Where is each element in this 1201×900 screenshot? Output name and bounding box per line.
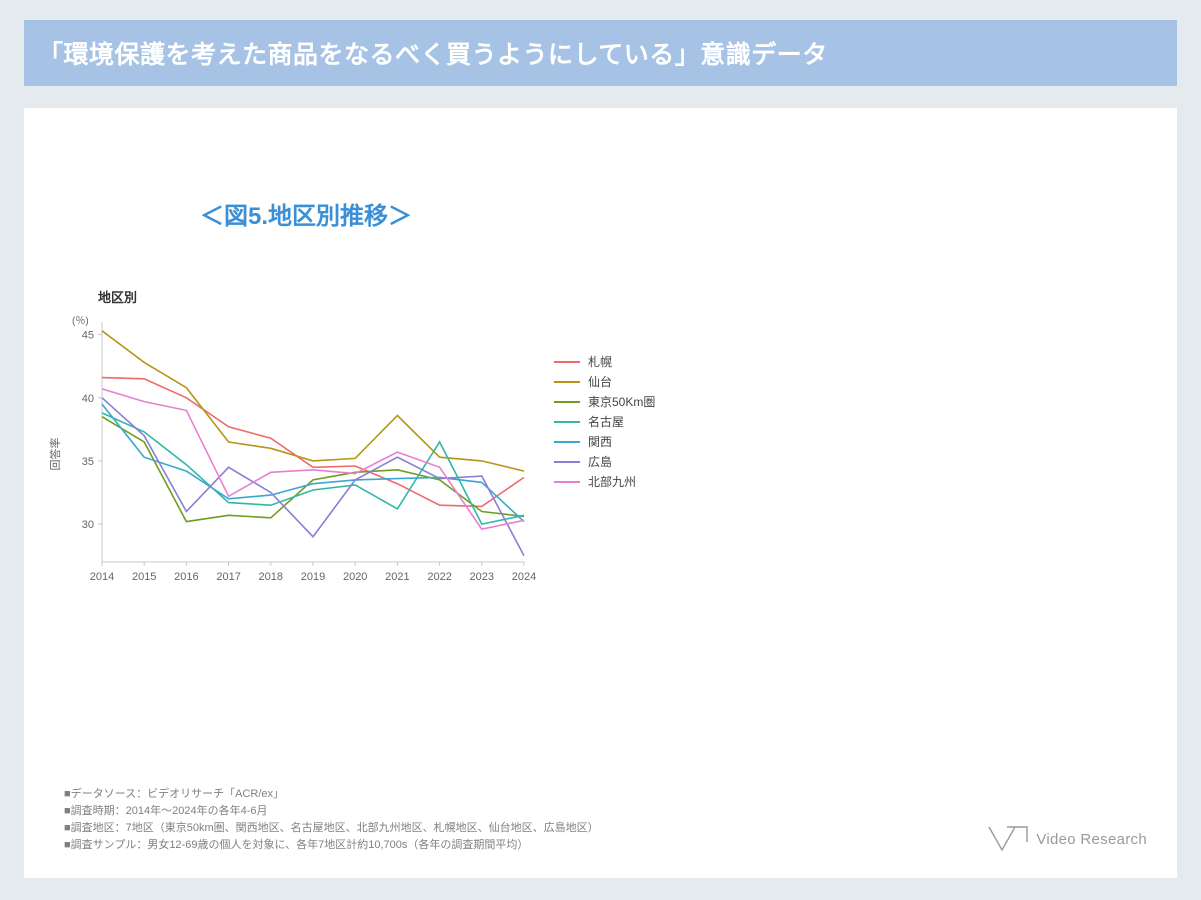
series-line	[102, 404, 524, 521]
brand-logo-text: Video Research	[1036, 831, 1147, 848]
page-root: 「環境保護を考えた商品をなるべく買うようにしている」意識データ ＜図5.地区別推…	[0, 0, 1201, 900]
x-tick-label: 2022	[427, 571, 451, 583]
brand-logo: Video Research	[988, 826, 1147, 852]
x-tick-label: 2021	[385, 571, 409, 583]
chart-title: ＜図5.地区別推移＞	[200, 196, 412, 231]
legend-label: 仙台	[588, 374, 612, 389]
content-panel: ＜図5.地区別推移＞ 地区別 (％) 回答率 30 35 40 45 2014 2015 2016…	[24, 108, 1177, 878]
x-tick-label: 2020	[343, 571, 367, 583]
chart-svg: 地区別 (％) 回答率 30 35 40 45 2014 2015 2016 2017 2018 201…	[44, 288, 764, 598]
series-line	[102, 413, 524, 524]
footer-line: ■調査地区：7地区（東京50km圏、関西地区、名古屋地区、北部九州地区、札幌地区…	[64, 820, 599, 837]
y-tick-label: 35	[82, 456, 94, 468]
legend-label: 北部九州	[588, 474, 636, 489]
chart-small-title: 地区別	[98, 290, 137, 305]
legend-label: 関西	[588, 435, 612, 449]
brand-logo-icon	[988, 826, 1028, 852]
x-tick-label: 2019	[301, 571, 325, 583]
x-tick-label: 2017	[216, 571, 240, 583]
y-axis-label: 回答率	[48, 438, 62, 471]
y-tick-label: 40	[82, 393, 94, 405]
x-tick-label: 2015	[132, 571, 156, 583]
footer-line: ■調査サンプル：男女12-69歳の個人を対象に、各年7地区計約10,700s（各…	[64, 837, 599, 854]
legend-label: 広島	[588, 454, 612, 469]
footer-line: ■調査時期：2014年〜2024年の各年4-6月	[64, 803, 599, 820]
y-unit-label: (％)	[72, 316, 89, 327]
x-tick-label: 2018	[259, 571, 283, 583]
x-tick-label: 2016	[174, 571, 198, 583]
footer-notes: ■データソース：ビデオリサーチ「ACR/ex」■調査時期：2014年〜2024年…	[64, 786, 599, 854]
line-chart: 地区別 (％) 回答率 30 35 40 45 2014 2015 2016 2017 2018 201…	[44, 288, 764, 598]
x-tick-label: 2024	[512, 571, 536, 583]
page-title: 「環境保護を考えた商品をなるべく買うようにしている」意識データ	[38, 35, 828, 71]
legend-label: 東京50Km圏	[588, 395, 655, 409]
y-tick-label: 45	[82, 330, 94, 342]
legend-label: 名古屋	[588, 414, 624, 429]
y-tick-label: 30	[82, 519, 94, 531]
legend-label: 札幌	[588, 354, 612, 369]
series-line	[102, 378, 524, 507]
footer-line: ■データソース：ビデオリサーチ「ACR/ex」	[64, 786, 599, 803]
x-tick-label: 2023	[470, 571, 494, 583]
x-tick-label: 2014	[90, 571, 114, 583]
series-line	[102, 331, 524, 471]
title-bar: 「環境保護を考えた商品をなるべく買うようにしている」意識データ	[24, 20, 1177, 86]
series-line	[102, 398, 524, 556]
